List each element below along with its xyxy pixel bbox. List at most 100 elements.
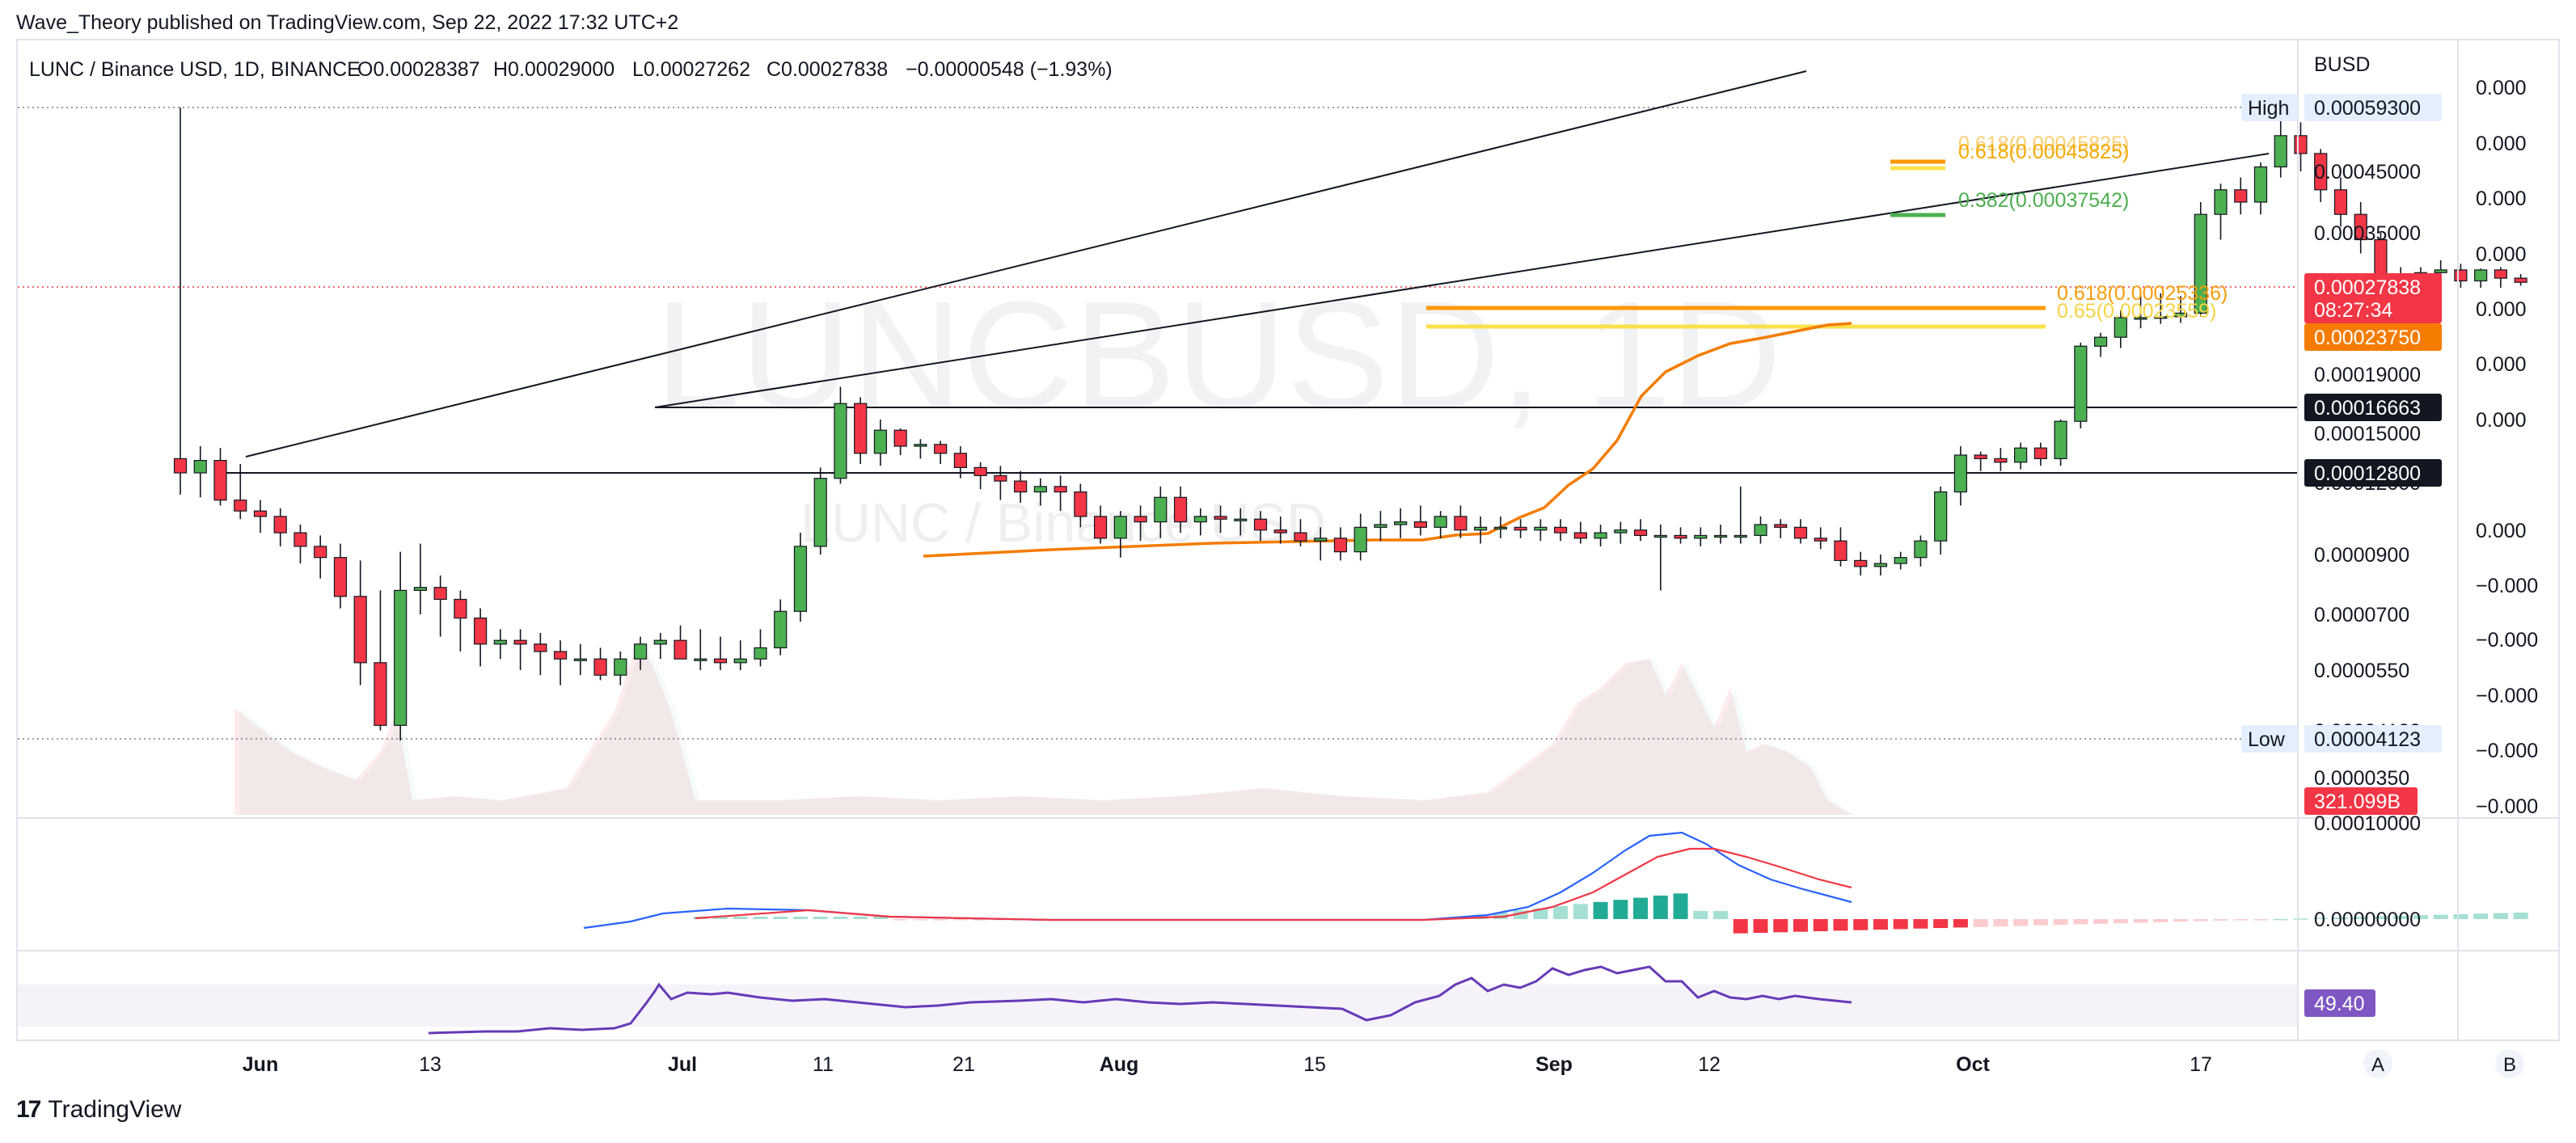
candle[interactable] xyxy=(1834,540,1848,562)
rsi-pane[interactable] xyxy=(18,965,2298,1035)
candle[interactable] xyxy=(1774,524,1788,528)
candle[interactable] xyxy=(2234,189,2248,203)
candle[interactable] xyxy=(2253,166,2268,203)
candle[interactable] xyxy=(1394,521,1408,525)
candle[interactable] xyxy=(1934,491,1948,542)
candle[interactable] xyxy=(1014,480,1028,493)
candle[interactable] xyxy=(553,651,568,660)
footer-brand[interactable]: 17 TradingView xyxy=(16,1096,181,1124)
candle[interactable] xyxy=(2274,135,2287,168)
candle[interactable] xyxy=(253,510,268,517)
candle[interactable] xyxy=(953,453,968,468)
candle[interactable] xyxy=(493,639,507,645)
candle[interactable] xyxy=(474,617,488,645)
candle[interactable] xyxy=(2454,269,2468,282)
candle[interactable] xyxy=(1474,526,1488,531)
candle[interactable] xyxy=(2114,317,2127,338)
candles-layer[interactable] xyxy=(173,108,2527,740)
candle[interactable] xyxy=(2173,312,2188,318)
log-scale-button[interactable] xyxy=(2495,1049,2524,1078)
candle[interactable] xyxy=(413,587,428,592)
candle[interactable] xyxy=(633,643,648,660)
candle[interactable] xyxy=(2033,447,2047,460)
candle[interactable] xyxy=(793,546,808,612)
candle[interactable] xyxy=(2314,153,2328,191)
chart-frame[interactable] xyxy=(16,39,2560,1041)
candle[interactable] xyxy=(893,429,907,447)
candle[interactable] xyxy=(1113,516,1127,539)
candle[interactable] xyxy=(934,444,948,454)
ema-line[interactable] xyxy=(923,322,1852,558)
candle[interactable] xyxy=(1454,516,1467,531)
candle[interactable] xyxy=(394,589,408,726)
candle[interactable] xyxy=(173,458,188,474)
candle[interactable] xyxy=(2074,345,2088,422)
candle[interactable] xyxy=(1054,486,1067,493)
candle[interactable] xyxy=(593,658,607,676)
candle[interactable] xyxy=(374,662,387,726)
candle[interactable] xyxy=(2093,336,2108,347)
candle[interactable] xyxy=(1154,496,1168,523)
candle[interactable] xyxy=(1694,534,1708,539)
candle[interactable] xyxy=(2474,269,2488,282)
candle[interactable] xyxy=(2014,447,2028,463)
candle[interactable] xyxy=(1314,538,1328,542)
candle[interactable] xyxy=(1873,563,1888,567)
candle[interactable] xyxy=(1273,529,1287,534)
candle[interactable] xyxy=(1093,516,1108,539)
macd-line[interactable] xyxy=(583,831,1852,930)
candle[interactable] xyxy=(2214,189,2228,215)
candle[interactable] xyxy=(994,474,1007,482)
candle[interactable] xyxy=(1374,524,1387,528)
candle[interactable] xyxy=(1614,529,1628,534)
candle[interactable] xyxy=(1674,534,1687,539)
candle[interactable] xyxy=(653,639,667,645)
candle[interactable] xyxy=(1353,526,1367,553)
candle[interactable] xyxy=(1553,526,1568,534)
candle[interactable] xyxy=(1074,491,1087,517)
macd-signal-line[interactable] xyxy=(695,847,1852,922)
candle[interactable] xyxy=(834,403,847,479)
candle[interactable] xyxy=(2294,135,2308,154)
auto-scale-button[interactable] xyxy=(2363,1049,2392,1078)
candle[interactable] xyxy=(1814,538,1827,542)
candle[interactable] xyxy=(314,546,327,559)
candle[interactable] xyxy=(1173,496,1188,523)
time-axis[interactable]: Jun 13 Jul 11 21 Aug 15 Sep 12 Oct 17 xyxy=(243,1053,2212,1076)
candle[interactable] xyxy=(534,643,547,652)
symbol-title[interactable]: LUNC / Binance USD, 1D, BINANCE xyxy=(29,58,361,81)
candle[interactable] xyxy=(234,500,247,512)
candle[interactable] xyxy=(2354,213,2367,241)
price-axis[interactable]: 0.00045000 0.00035000 0.00019000 0.00015000… xyxy=(2314,161,2421,931)
candle[interactable] xyxy=(1713,534,1728,538)
candle[interactable] xyxy=(2054,420,2067,460)
candle[interactable] xyxy=(1514,526,1527,531)
candle[interactable] xyxy=(754,647,767,660)
candle[interactable] xyxy=(1854,559,1868,567)
candle[interactable] xyxy=(1193,516,1207,523)
candle[interactable] xyxy=(674,639,687,660)
candle[interactable] xyxy=(1734,534,1747,538)
lower-trendline[interactable] xyxy=(654,153,2270,408)
candle[interactable] xyxy=(2434,269,2447,273)
candle[interactable] xyxy=(454,598,467,619)
candle[interactable] xyxy=(513,639,527,645)
candle[interactable] xyxy=(1953,454,1967,493)
candle[interactable] xyxy=(1434,516,1447,528)
candle[interactable] xyxy=(1994,458,2008,463)
candle[interactable] xyxy=(353,596,367,664)
candle[interactable] xyxy=(1294,532,1307,542)
candle[interactable] xyxy=(433,587,447,601)
candle[interactable] xyxy=(854,403,868,454)
candle[interactable] xyxy=(873,429,888,454)
candle[interactable] xyxy=(694,658,707,661)
candle[interactable] xyxy=(293,532,307,547)
candle[interactable] xyxy=(1134,516,1147,523)
candle[interactable] xyxy=(2194,213,2207,314)
candle[interactable] xyxy=(2494,269,2507,279)
candle[interactable] xyxy=(1653,534,1667,538)
candle[interactable] xyxy=(614,658,627,676)
candle[interactable] xyxy=(1754,524,1767,537)
candle[interactable] xyxy=(774,610,788,648)
